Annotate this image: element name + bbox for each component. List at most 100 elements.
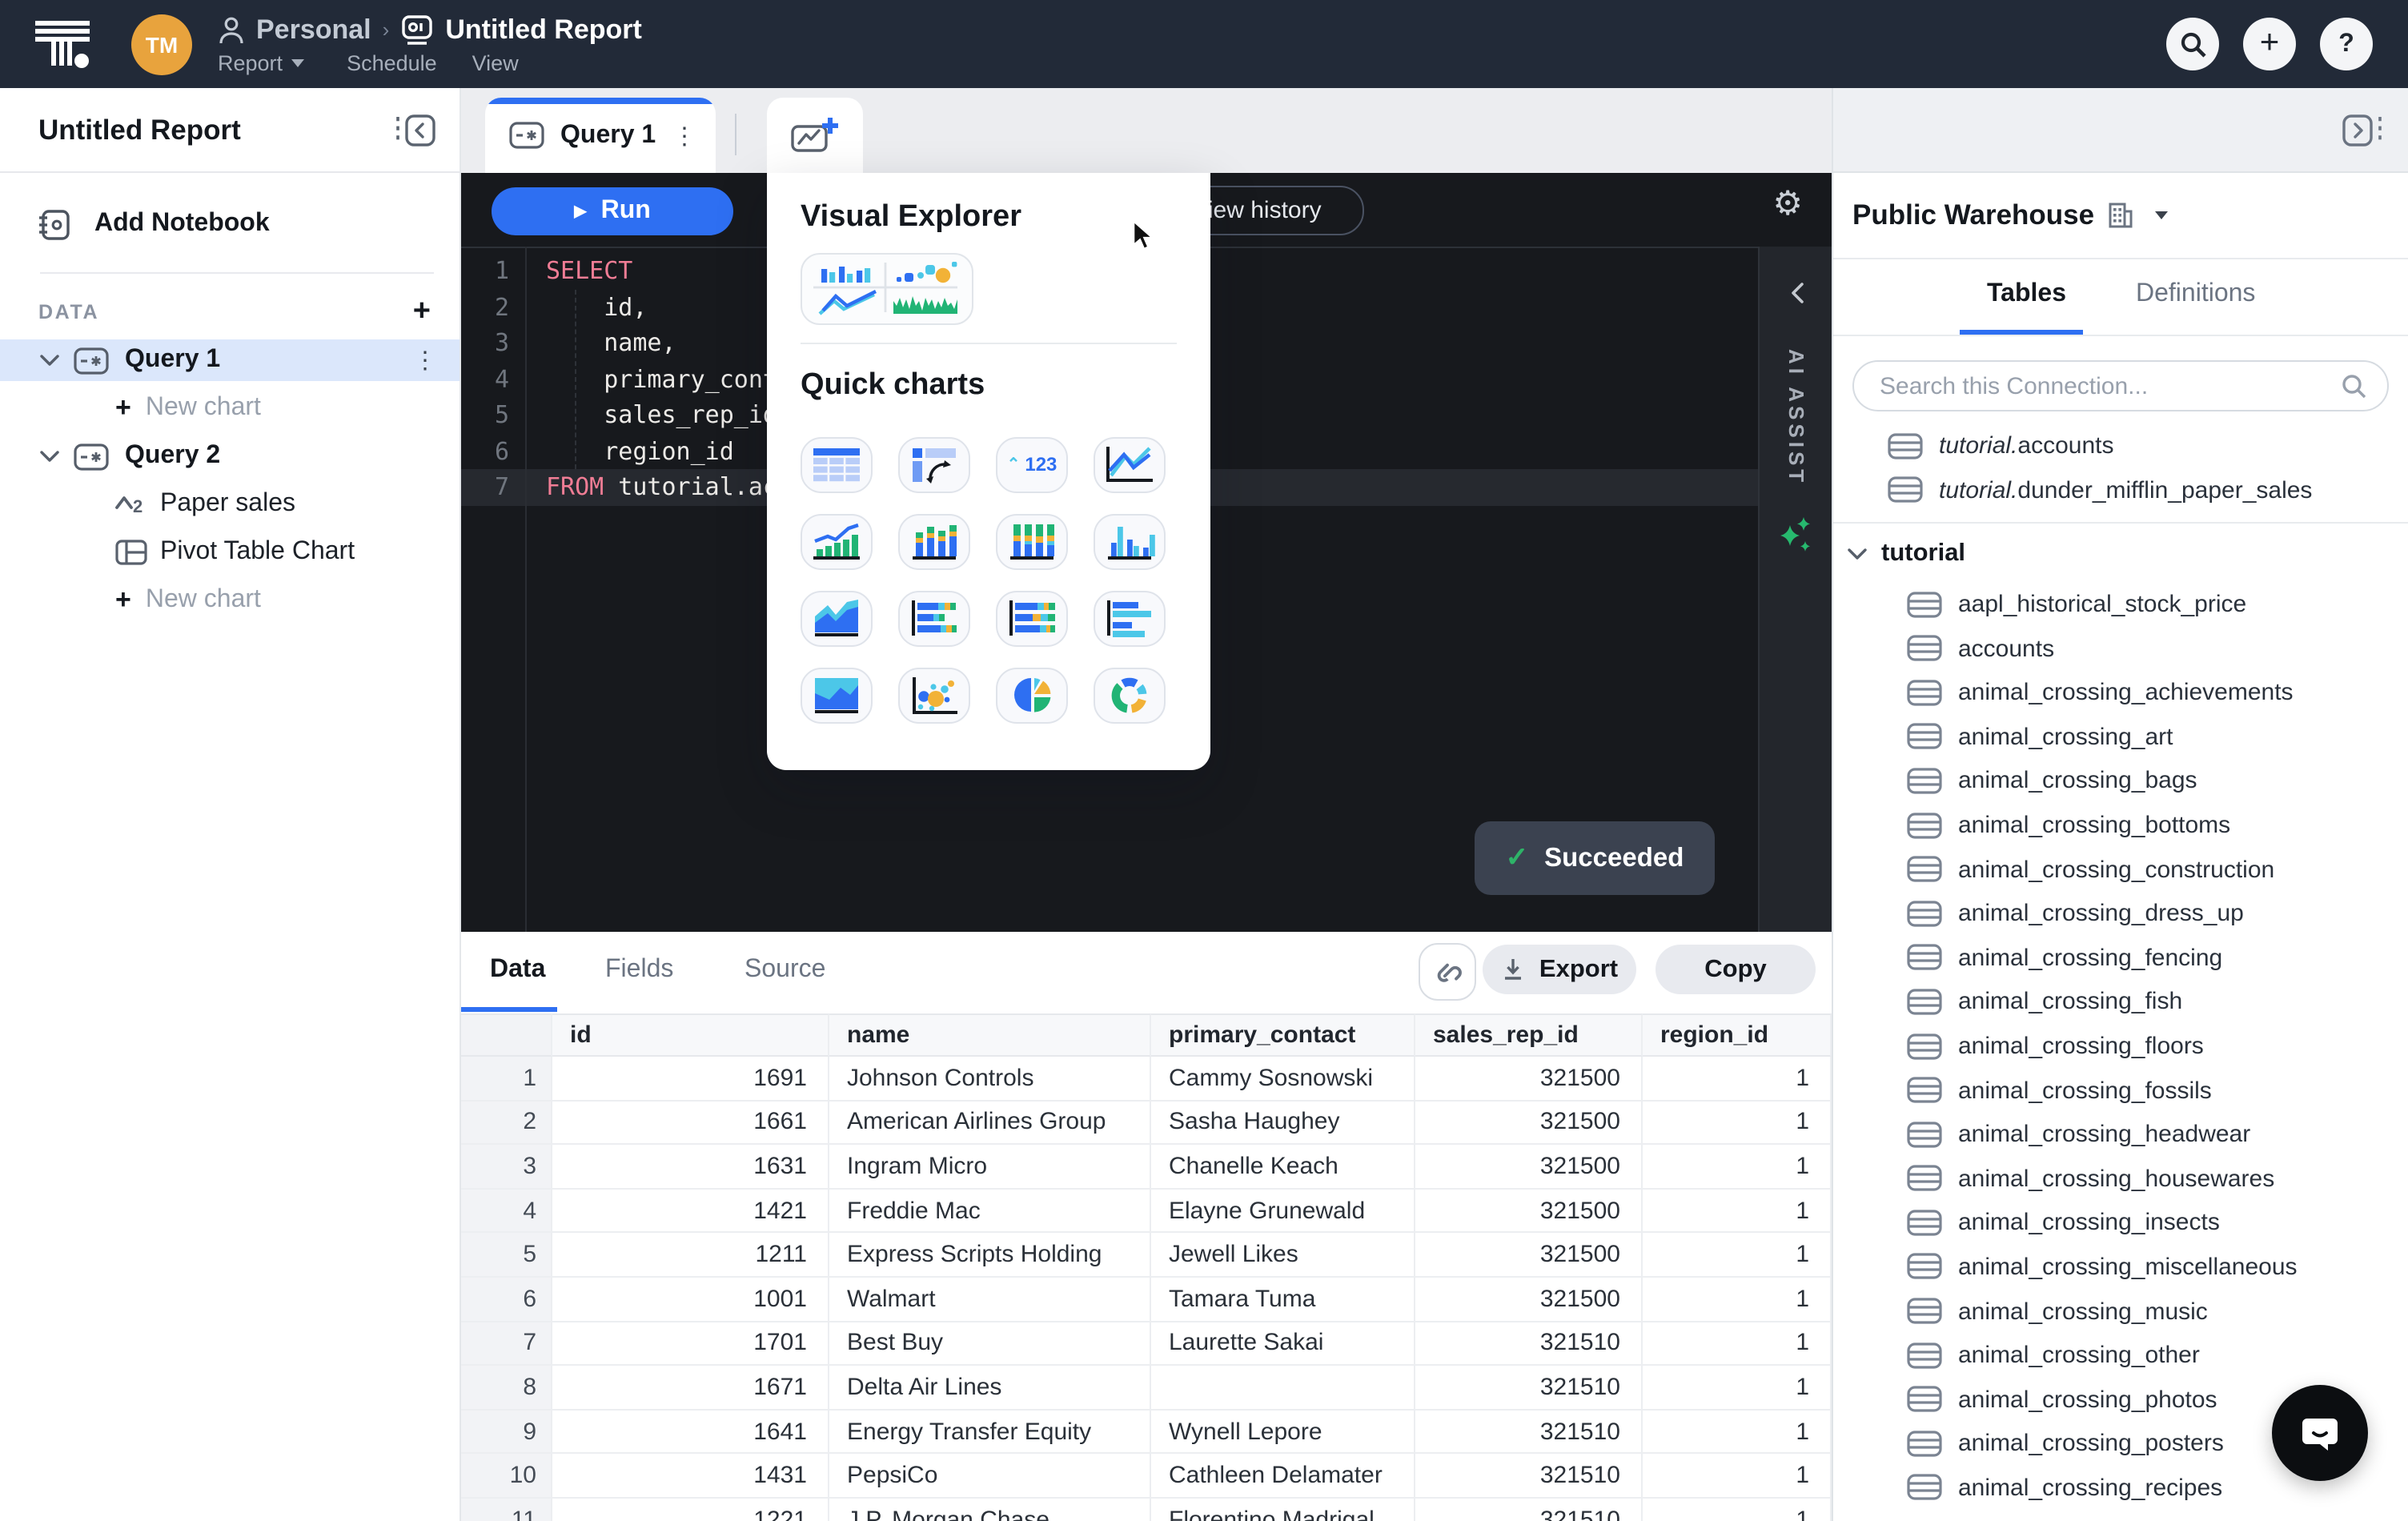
table-row[interactable]: 8 1671 Delta Air Lines 321510 1 [461, 1366, 1832, 1411]
table-row[interactable]: 9 1641 Energy Transfer Equity Wynell Lepore… [461, 1410, 1832, 1455]
kebab-menu-icon[interactable]: ⋮ [672, 122, 696, 150]
grouped-bar-button[interactable] [1094, 591, 1166, 646]
chevron-down-icon[interactable] [40, 450, 59, 463]
list-item[interactable]: animal_crossing_bags [1833, 759, 2408, 803]
run-button[interactable]: ▶ Run [492, 187, 733, 235]
table-row[interactable]: 11 1221 J.P. Morgan Chase Florentino Madrig… [461, 1498, 1832, 1521]
search-input[interactable] [1876, 371, 2341, 401]
sidebar-item-query2[interactable]: Query 2 [0, 435, 460, 477]
visual-explorer-button[interactable] [801, 253, 973, 325]
column-header-id[interactable]: id [552, 1013, 829, 1057]
menu-schedule[interactable]: Schedule [347, 50, 437, 74]
stacked-column-button[interactable] [898, 514, 970, 569]
list-item[interactable]: animal_crossing_construction [1833, 848, 2408, 892]
help-button[interactable]: ? [2320, 18, 2373, 70]
table-row[interactable]: 6 1001 Walmart Tamara Tuma 321500 1 [461, 1277, 1832, 1322]
combo-chart-button[interactable] [801, 514, 873, 569]
table-row[interactable]: 3 1631 Ingram Micro Chanelle Keach 321500 1 [461, 1145, 1832, 1190]
add-data-button[interactable]: + [412, 295, 431, 328]
table-row[interactable]: 10 1431 PepsiCo Cathleen Delamater 321510 1 [461, 1454, 1832, 1499]
chevron-down-icon[interactable] [2155, 211, 2169, 219]
list-item[interactable]: animal_crossing_housewares [1833, 1157, 2408, 1201]
tab-fields[interactable]: Fields [605, 956, 674, 983]
menu-view[interactable]: View [472, 50, 519, 74]
column-header-primary-contact[interactable]: primary_contact [1151, 1013, 1415, 1057]
percent-stacked-area-button[interactable] [801, 668, 873, 723]
list-item[interactable]: animal_crossing_fish [1833, 980, 2408, 1024]
share-link-button[interactable] [1419, 943, 1476, 1001]
table-chart-button[interactable] [801, 437, 873, 492]
stacked-bar-button[interactable] [898, 591, 970, 646]
stacked-area-button[interactable] [801, 591, 873, 646]
column-header-name[interactable]: name [829, 1013, 1151, 1057]
breadcrumb-workspace[interactable]: Personal [256, 14, 371, 44]
schema-group-tutorial[interactable]: tutorial [1833, 532, 2408, 576]
tab-definitions[interactable]: Definitions [2136, 280, 2256, 307]
view-history-button[interactable]: View history [1150, 186, 1364, 235]
list-item[interactable]: animal_crossing_art [1833, 715, 2408, 759]
sidebar-item-query1[interactable]: Query 1 ⋮ [0, 339, 460, 381]
collapse-panel-icon[interactable] [392, 113, 437, 146]
table-row[interactable]: 7 1701 Best Buy Laurette Sakai 321510 1 [461, 1322, 1832, 1366]
add-notebook-button[interactable]: Add Notebook [37, 199, 460, 250]
column-header-region-id[interactable]: region_id [1643, 1013, 1832, 1057]
list-item[interactable]: animal_crossing_dress_up [1833, 892, 2408, 936]
list-item[interactable]: animal_crossing_fencing [1833, 936, 2408, 980]
list-item[interactable]: animal_crossing_photos [1833, 1378, 2408, 1422]
pinned-table-accounts[interactable]: tutorial.accounts [1833, 424, 2408, 468]
copy-button[interactable]: Copy [1656, 945, 1816, 994]
list-item[interactable]: accounts [1833, 627, 2408, 671]
create-new-button[interactable]: + [2243, 18, 2296, 70]
list-item[interactable]: animal_crossing_music [1833, 1290, 2408, 1334]
list-item[interactable]: animal_crossing_insects [1833, 1201, 2408, 1245]
tab-query1[interactable]: Query 1 ⋮ [485, 98, 716, 173]
treasure-data-logo[interactable] [32, 15, 93, 73]
pinned-table-dunder-mifflin[interactable]: tutorial.dunder_mifflin_paper_sales [1833, 468, 2408, 512]
menu-report[interactable]: Report [218, 50, 283, 74]
donut-chart-button[interactable] [1094, 668, 1166, 723]
table-row[interactable]: 1 1691 Johnson Controls Cammy Sosnowski 3215… [461, 1057, 1832, 1102]
list-item[interactable]: animal_crossing_miscellaneous [1833, 1245, 2408, 1289]
list-item[interactable]: animal_crossing_fossils [1833, 1069, 2408, 1113]
list-item[interactable]: animal_crossing_recipes [1833, 1466, 2408, 1510]
pie-chart-button[interactable] [996, 668, 1068, 723]
search-button[interactable] [2166, 18, 2219, 70]
chevron-down-icon[interactable] [40, 354, 59, 367]
list-item[interactable]: animal_crossing_bottoms [1833, 804, 2408, 848]
grouped-column-button[interactable] [1094, 514, 1166, 569]
big-number-button[interactable]: ⌃ 123 [996, 437, 1068, 492]
sidebar-item-paper-sales[interactable]: 2 Paper sales [115, 484, 460, 525]
percent-stacked-bar-button[interactable] [996, 591, 1068, 646]
percent-stacked-column-button[interactable] [996, 514, 1068, 569]
collapse-panel-right-icon[interactable] [2341, 114, 2386, 147]
connection-search[interactable] [1852, 360, 2389, 411]
list-item[interactable]: animal_crossing_floors [1833, 1024, 2408, 1068]
pivot-table-button[interactable] [898, 437, 970, 492]
sidebar-item-pivot-table-chart[interactable]: Pivot Table Chart [115, 532, 460, 573]
avatar[interactable]: TM [131, 14, 192, 74]
list-item[interactable]: aapl_historical_stock_price [1833, 583, 2408, 627]
table-row[interactable]: 5 1211 Express Scripts Holding Jewell Likes… [461, 1233, 1832, 1278]
table-row[interactable]: 2 1661 American Airlines Group Sasha Haughe… [461, 1101, 1832, 1146]
list-item[interactable]: animal_crossing_headwear [1833, 1113, 2408, 1157]
tab-tables[interactable]: Tables [1987, 280, 2066, 307]
connection-name[interactable]: Public Warehouse [1852, 199, 2095, 231]
tab-data[interactable]: Data [490, 956, 546, 983]
sidebar-item-new-chart-2[interactable]: + New chart [115, 580, 460, 621]
add-chart-tab-button[interactable] [767, 98, 863, 173]
tab-source[interactable]: Source [744, 956, 826, 983]
list-item[interactable]: animal_crossing_other [1833, 1334, 2408, 1378]
ai-assist-rail[interactable]: AI ASSIST [1758, 247, 1833, 932]
list-item[interactable]: animal_crossing_achievements [1833, 671, 2408, 715]
gear-icon[interactable]: ⚙ [1772, 186, 1803, 223]
chevron-left-icon[interactable] [1789, 282, 1804, 304]
bubble-chart-button[interactable] [898, 668, 970, 723]
chat-widget-button[interactable] [2272, 1385, 2368, 1481]
column-header-sales-rep-id[interactable]: sales_rep_id [1415, 1013, 1643, 1057]
kebab-menu-icon[interactable]: ⋮ [413, 347, 437, 375]
line-chart-button[interactable] [1094, 437, 1166, 492]
list-item[interactable]: animal_crossing_posters [1833, 1422, 2408, 1466]
sidebar-item-new-chart-1[interactable]: + New chart [115, 387, 460, 429]
table-row[interactable]: 4 1421 Freddie Mac Elayne Grunewald 321500 1 [461, 1189, 1832, 1234]
export-button[interactable]: Export [1483, 945, 1636, 994]
